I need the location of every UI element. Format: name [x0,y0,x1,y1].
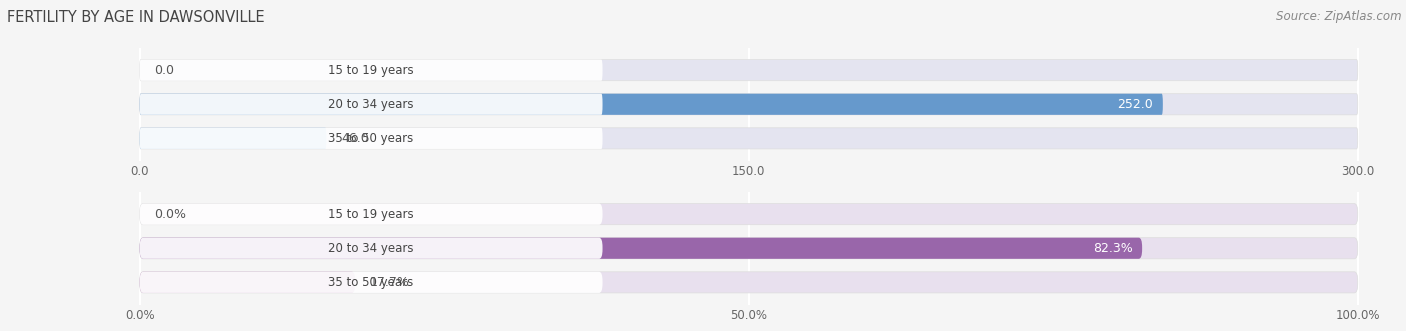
Text: 82.3%: 82.3% [1092,242,1132,255]
FancyBboxPatch shape [139,128,1358,149]
Text: 35 to 50 years: 35 to 50 years [329,276,413,289]
FancyBboxPatch shape [139,238,1142,259]
FancyBboxPatch shape [139,94,1163,115]
FancyBboxPatch shape [139,204,1358,225]
Text: 0.0: 0.0 [155,64,174,77]
FancyBboxPatch shape [139,94,603,115]
Text: 17.7%: 17.7% [370,276,409,289]
FancyBboxPatch shape [139,238,1358,259]
FancyBboxPatch shape [139,272,356,293]
FancyBboxPatch shape [139,272,603,293]
Text: 20 to 34 years: 20 to 34 years [329,98,413,111]
FancyBboxPatch shape [139,204,603,225]
Text: FERTILITY BY AGE IN DAWSONVILLE: FERTILITY BY AGE IN DAWSONVILLE [7,10,264,25]
FancyBboxPatch shape [139,238,603,259]
Text: 252.0: 252.0 [1118,98,1153,111]
Text: 46.0: 46.0 [342,132,368,145]
Text: 20 to 34 years: 20 to 34 years [329,242,413,255]
FancyBboxPatch shape [139,60,603,81]
FancyBboxPatch shape [139,128,603,149]
FancyBboxPatch shape [139,128,326,149]
FancyBboxPatch shape [139,60,1358,81]
Text: Source: ZipAtlas.com: Source: ZipAtlas.com [1277,10,1402,23]
FancyBboxPatch shape [139,94,1358,115]
FancyBboxPatch shape [139,272,1358,293]
Text: 15 to 19 years: 15 to 19 years [328,64,413,77]
Text: 35 to 50 years: 35 to 50 years [329,132,413,145]
Text: 0.0%: 0.0% [155,208,186,221]
Text: 15 to 19 years: 15 to 19 years [328,208,413,221]
